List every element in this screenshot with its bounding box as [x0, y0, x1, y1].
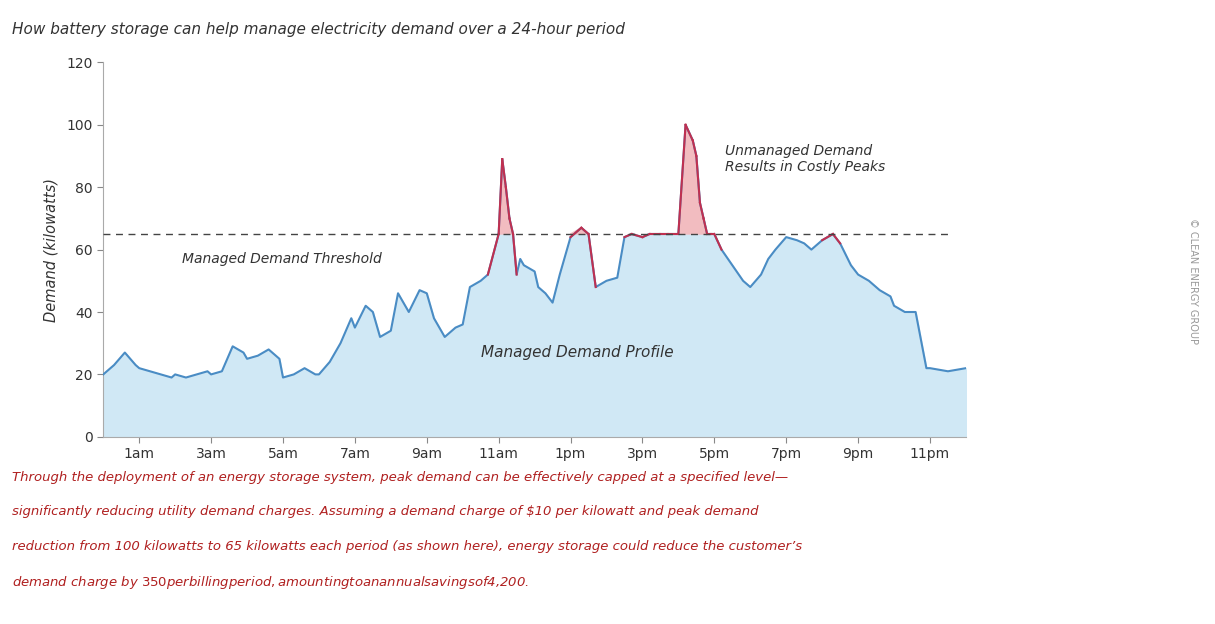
Text: Managed Demand Threshold: Managed Demand Threshold — [182, 252, 382, 266]
Text: Managed Demand Profile: Managed Demand Profile — [481, 345, 673, 360]
Text: demand charge by $350 per billing period, amounting to an annual savings of $4,2: demand charge by $350 per billing period… — [12, 574, 530, 591]
Text: Unmanaged Demand
Results in Costly Peaks: Unmanaged Demand Results in Costly Peaks — [725, 144, 886, 173]
Y-axis label: Demand (kilowatts): Demand (kilowatts) — [44, 178, 58, 321]
Text: significantly reducing utility demand charges. Assuming a demand charge of $10 p: significantly reducing utility demand ch… — [12, 505, 758, 519]
Text: How battery storage can help manage electricity demand over a 24-hour period: How battery storage can help manage elec… — [12, 22, 625, 37]
Text: © CLEAN ENERGY GROUP: © CLEAN ENERGY GROUP — [1188, 218, 1198, 344]
Text: reduction from 100 kilowatts to 65 kilowatts each period (as shown here), energy: reduction from 100 kilowatts to 65 kilow… — [12, 540, 802, 553]
Text: Through the deployment of an energy storage system, peak demand can be effective: Through the deployment of an energy stor… — [12, 471, 789, 484]
